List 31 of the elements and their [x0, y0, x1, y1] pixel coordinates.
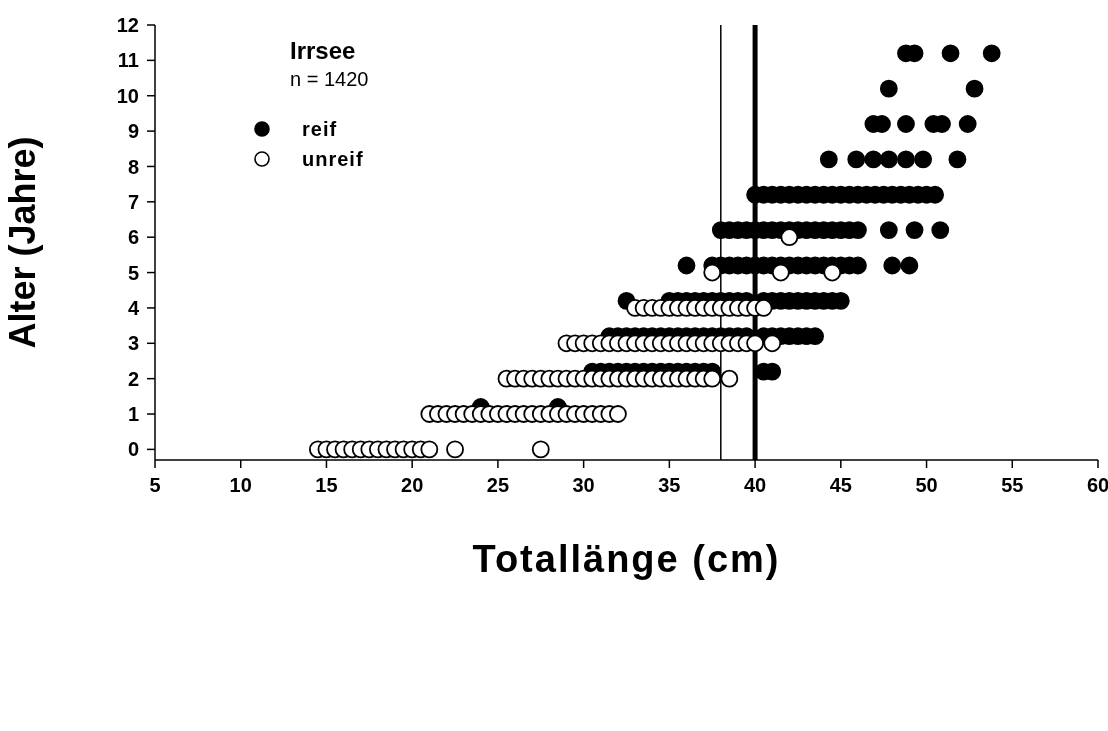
annotation: Irrsee: [290, 36, 357, 66]
x-tick-label: 60: [1086, 474, 1108, 497]
y-tick-label: 7: [127, 190, 139, 213]
annotation: n = 1420: [290, 67, 370, 92]
y-axis-title: Alter (Jahre): [1, 136, 43, 349]
y-tick-label: 10: [116, 84, 139, 107]
y-tick-label: 2: [127, 367, 139, 390]
y-tick-label: 3: [127, 332, 139, 355]
y-tick-label: 12: [116, 14, 139, 37]
legend-label: reif: [302, 117, 338, 141]
x-tick-label: 15: [315, 474, 338, 497]
x-tick-label: 30: [572, 474, 595, 497]
y-tick-label: 11: [117, 49, 139, 72]
y-tick-label: 9: [127, 120, 139, 143]
x-tick-label: 5: [149, 474, 161, 497]
x-tick-label: 40: [743, 474, 767, 497]
x-tick-label: 35: [658, 474, 681, 497]
x-axis-title: Totallänge (cm): [472, 538, 781, 580]
x-tick-label: 55: [1001, 474, 1024, 497]
y-tick-label: 4: [127, 297, 140, 320]
y-tick-label: 6: [127, 226, 139, 249]
y-tick-label: 0: [127, 438, 139, 461]
x-tick-label: 50: [915, 474, 938, 497]
x-tick-label: 45: [829, 474, 852, 497]
y-tick-label: 1: [127, 403, 139, 426]
y-tick-label: 5: [127, 261, 139, 284]
legend-label: unreif: [302, 147, 364, 171]
x-tick-label: 25: [486, 474, 510, 497]
x-tick-label: 20: [401, 474, 424, 497]
x-tick-label: 10: [229, 474, 252, 497]
y-tick-label: 8: [127, 155, 139, 178]
